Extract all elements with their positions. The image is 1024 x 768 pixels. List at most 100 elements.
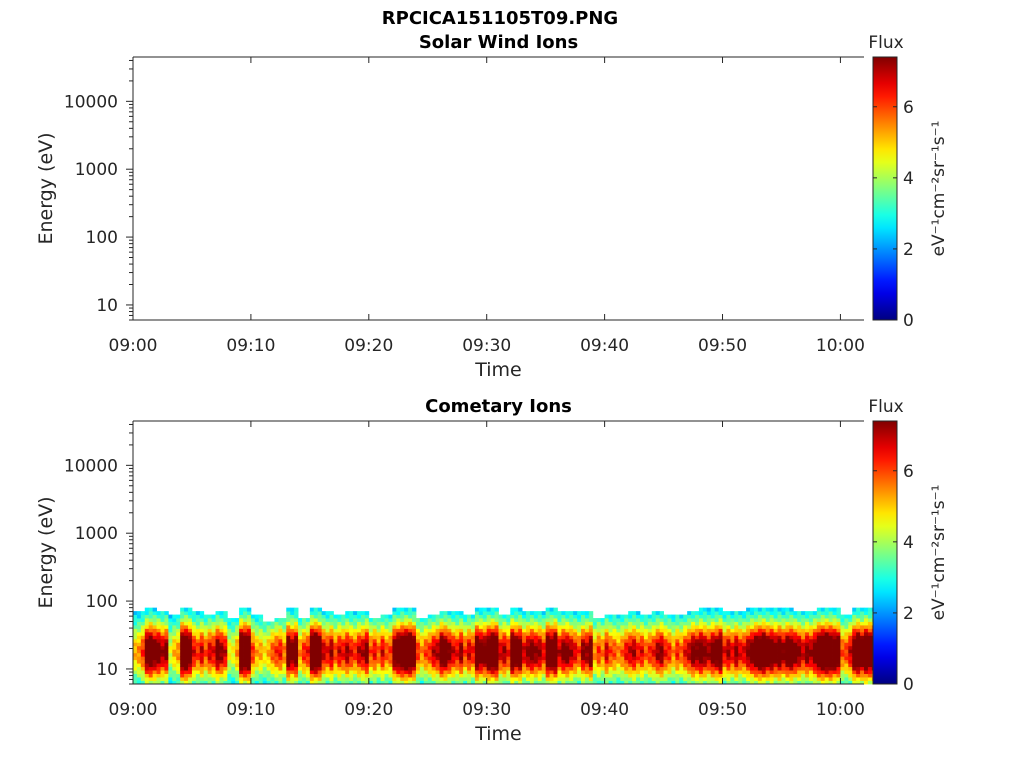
heat-cell <box>140 666 146 671</box>
heat-cell <box>628 673 633 678</box>
heat-cell <box>856 642 861 647</box>
heat-cell <box>628 670 633 674</box>
heat-cell <box>647 673 653 678</box>
heat-cell <box>596 628 602 633</box>
heat-cell <box>852 670 857 674</box>
heat-cell <box>549 659 554 664</box>
heat-cell <box>309 611 315 615</box>
heat-cell <box>738 652 743 657</box>
heat-cell <box>404 607 409 612</box>
heat-cell <box>624 614 629 619</box>
heat-cell <box>647 652 653 657</box>
heat-cell <box>239 642 244 647</box>
heat-cell <box>396 670 401 674</box>
heat-cell <box>529 635 535 640</box>
heat-cell <box>612 652 617 657</box>
heat-cell <box>864 638 869 643</box>
heat-cell <box>514 618 519 622</box>
heat-cell <box>714 645 719 650</box>
heat-cell <box>494 659 499 664</box>
heat-cell <box>836 638 841 643</box>
heat-cell <box>785 666 790 671</box>
heat-cell <box>392 631 397 636</box>
heat-cell <box>785 652 790 657</box>
heat-cell <box>168 663 173 668</box>
heat-cell <box>549 649 554 654</box>
heat-cell <box>864 645 869 650</box>
heat-cell <box>663 621 668 626</box>
colorbar-tick-label: 6 <box>903 98 914 118</box>
heat-cell <box>404 638 409 643</box>
heat-cell <box>840 659 845 664</box>
heat-cell <box>864 670 869 674</box>
heat-cell <box>184 677 189 681</box>
heat-cell <box>223 652 228 657</box>
heat-cell <box>349 631 354 636</box>
heat-cell <box>439 652 444 657</box>
heat-cell <box>628 645 633 650</box>
heat-cell <box>482 607 488 612</box>
heat-cell <box>561 611 566 615</box>
heat-cell <box>738 611 743 615</box>
heat-cell <box>451 652 456 657</box>
heat-cell <box>376 635 381 640</box>
heat-cell <box>294 673 299 678</box>
heat-cell <box>250 635 256 640</box>
heat-cell <box>482 611 488 615</box>
heat-cell <box>651 652 657 657</box>
heat-cell <box>254 663 260 668</box>
heat-cell <box>235 656 240 661</box>
heat-cell <box>753 680 759 685</box>
heat-cell <box>632 673 637 678</box>
heat-cell <box>404 625 409 629</box>
heat-cell <box>663 666 668 671</box>
heat-cell <box>360 611 366 615</box>
heat-cell <box>482 663 488 668</box>
heat-cell <box>329 642 334 647</box>
heat-cell <box>679 635 684 640</box>
heat-cell <box>160 677 165 681</box>
heat-cell <box>805 621 810 626</box>
heat-cell <box>412 607 417 612</box>
heat-cell <box>250 677 256 681</box>
heat-cell <box>184 645 189 650</box>
heat-cell <box>270 638 275 643</box>
colorbar-tick-label: 0 <box>903 311 914 331</box>
heat-cell <box>742 628 747 633</box>
heat-cell <box>832 607 837 612</box>
heat-cell <box>133 670 138 674</box>
heat-cell <box>561 628 566 633</box>
heat-cell <box>706 645 712 650</box>
heat-cell <box>317 656 323 661</box>
heat-cell <box>710 611 716 615</box>
heat-cell <box>655 642 661 647</box>
heat-cell <box>620 680 625 685</box>
heat-cell <box>498 625 503 629</box>
heat-cell <box>651 680 657 685</box>
heat-cell <box>156 631 161 636</box>
heat-cell <box>180 614 185 619</box>
heat-cell <box>522 670 527 674</box>
heat-cell <box>262 625 268 629</box>
heat-cell <box>734 666 739 671</box>
heat-cell <box>266 673 271 678</box>
heat-cell <box>317 614 323 619</box>
heat-cell <box>541 649 547 654</box>
heat-cell <box>726 677 731 681</box>
heat-cell <box>419 663 425 668</box>
heat-cell <box>384 673 389 678</box>
heat-cell <box>172 677 177 681</box>
heat-cell <box>569 611 574 615</box>
heat-cell <box>828 638 833 643</box>
heat-cell <box>856 607 861 612</box>
heat-cell <box>832 677 837 681</box>
heat-cell <box>463 628 468 633</box>
heat-cell <box>502 628 507 633</box>
heat-cell <box>467 659 472 664</box>
heat-cell <box>207 673 212 678</box>
heat-cell <box>427 645 433 650</box>
heat-cell <box>698 642 704 647</box>
heat-cell <box>415 631 421 636</box>
heat-cell <box>557 656 562 661</box>
heat-cell <box>482 631 488 636</box>
